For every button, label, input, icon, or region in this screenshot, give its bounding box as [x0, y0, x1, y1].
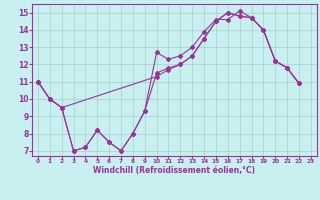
X-axis label: Windchill (Refroidissement éolien,°C): Windchill (Refroidissement éolien,°C) — [93, 166, 255, 175]
